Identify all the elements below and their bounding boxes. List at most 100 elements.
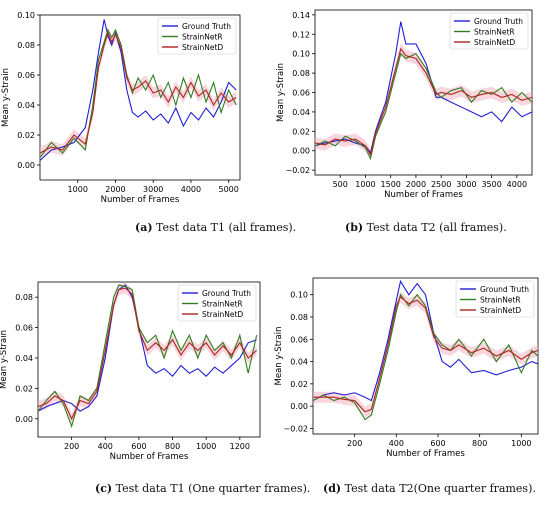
x-tick-label: 200 xyxy=(347,439,362,448)
x-axis-label: Number of Frames xyxy=(386,449,465,459)
legend-label-strainnetd: StrainNetD xyxy=(480,306,521,315)
series-ground-truth xyxy=(38,284,257,412)
x-tick-label: 600 xyxy=(430,439,445,448)
y-tick-label: 0.02 xyxy=(290,380,308,389)
x-tick-label: 500 xyxy=(333,180,348,189)
series-strainnetd xyxy=(315,47,532,157)
y-tick-label: 0.10 xyxy=(292,50,310,59)
legend-label-ground-truth: Ground Truth xyxy=(480,285,529,294)
y-tick-label: 0.02 xyxy=(292,127,310,136)
x-tick-label: 800 xyxy=(165,442,180,451)
y-tick-label: 0.04 xyxy=(292,108,310,117)
legend-label-strainnetr: StrainNetR xyxy=(474,27,515,36)
x-tick-label: 1000 xyxy=(68,185,88,194)
y-tick-label: 0.08 xyxy=(17,41,35,50)
y-axis-label: Mean y-Strain xyxy=(276,63,286,122)
y-tick-label: 0.10 xyxy=(290,291,308,300)
y-axis-label: Mean y-Strain xyxy=(0,330,9,389)
x-axis-label: Number of Frames xyxy=(101,195,180,205)
y-tick-label: 0.14 xyxy=(292,11,310,20)
x-tick-label: 1200 xyxy=(230,442,250,451)
y-tick-label: 0.02 xyxy=(15,384,33,393)
legend-label-strainnetr: StrainNetR xyxy=(480,295,521,304)
y-tick-label: 0.00 xyxy=(17,161,35,170)
x-tick-label: 800 xyxy=(472,439,487,448)
x-tick-label: 2000 xyxy=(105,185,125,194)
x-tick-label: 2500 xyxy=(431,180,451,189)
y-tick-label: 0.06 xyxy=(292,89,310,98)
x-axis-label: Number of Frames xyxy=(110,452,189,462)
legend-label-ground-truth: Ground Truth xyxy=(182,22,231,31)
y-tick-label: −0.02 xyxy=(285,166,310,175)
strainnetd-uncertainty-band xyxy=(38,282,257,425)
x-tick-label: 400 xyxy=(389,439,404,448)
x-tick-label: 3500 xyxy=(481,180,501,189)
y-tick-label: 0.00 xyxy=(290,402,308,411)
caption-a: (a) Test data T1 (all frames). xyxy=(135,221,297,234)
series-strainnetd xyxy=(40,31,237,154)
legend-label-strainnetd: StrainNetD xyxy=(182,43,223,52)
y-tick-label: 0.08 xyxy=(15,293,33,302)
y-axis-label: Mean y-Strain xyxy=(274,327,284,386)
y-tick-label: 0.08 xyxy=(290,313,308,322)
legend-label-ground-truth: Ground Truth xyxy=(474,17,523,26)
y-tick-label: 0.06 xyxy=(290,335,308,344)
x-tick-label: 3000 xyxy=(456,180,476,189)
legend-box xyxy=(449,12,529,50)
legend-label-strainnetr: StrainNetR xyxy=(182,32,223,41)
series-strainnetd xyxy=(313,296,538,413)
y-tick-label: 0.04 xyxy=(290,358,308,367)
x-tick-label: 5000 xyxy=(218,185,238,194)
x-tick-label: 4000 xyxy=(181,185,201,194)
series-strainnetr xyxy=(38,284,258,429)
y-tick-label: 0.00 xyxy=(15,415,33,424)
y-axis-label: Mean y-Strain xyxy=(1,68,11,127)
y-tick-label: 0.00 xyxy=(292,147,310,156)
series-ground-truth xyxy=(313,279,538,402)
chart-a: 1000 2000 3000 4000 5000 0.00 0.02 0.04 0.06 0.08… xyxy=(1,11,241,205)
chart-d: 200 400 600 800 1000 −0.02 0.00 0.02 0.04 0.06 0.0… xyxy=(274,277,539,459)
legend-label-strainnetr: StrainNetR xyxy=(202,299,243,308)
y-tick-label: −0.02 xyxy=(283,424,308,433)
series-strainnetr xyxy=(315,52,532,161)
caption-c: (c) Test data T1 (One quarter frames). xyxy=(95,482,311,495)
x-tick-label: 1500 xyxy=(381,180,401,189)
chart-b: 500 1000 1500 2000 2500 3000 3500 4000 −0.02 0.00… xyxy=(276,9,533,200)
y-tick-label: 0.04 xyxy=(15,354,33,363)
y-tick-label: 0.06 xyxy=(17,71,35,80)
caption-b: (b) Test data T2 (all frames). xyxy=(345,221,507,234)
y-tick-label: 0.04 xyxy=(17,101,35,110)
legend-box xyxy=(177,284,257,322)
legend-box xyxy=(455,280,535,318)
x-tick-label: 200 xyxy=(64,442,79,451)
series-strainnetr xyxy=(313,293,538,421)
legend-label-ground-truth: Ground Truth xyxy=(202,289,251,298)
caption-d: (d) Test data T2(One quarter frames). xyxy=(323,482,536,495)
legend-label-strainnetd: StrainNetD xyxy=(202,310,243,319)
x-tick-label: 400 xyxy=(98,442,113,451)
x-tick-label: 1000 xyxy=(511,439,531,448)
legend-box xyxy=(157,17,237,55)
y-tick-label: 0.12 xyxy=(292,30,310,39)
x-tick-label: 600 xyxy=(131,442,146,451)
series-ground-truth xyxy=(315,21,532,154)
y-tick-label: 0.10 xyxy=(17,11,35,20)
y-tick-label: 0.08 xyxy=(292,69,310,78)
x-tick-label: 1000 xyxy=(355,180,375,189)
x-axis-label: Number of Frames xyxy=(384,190,463,200)
chart-c: 200 400 600 800 1000 1200 0.00 0.02 0.04 0.06 0.08… xyxy=(0,281,261,462)
series-strainnetd xyxy=(38,287,258,421)
x-tick-label: 2000 xyxy=(406,180,426,189)
y-tick-label: 0.06 xyxy=(15,324,33,333)
x-tick-label: 1000 xyxy=(196,442,216,451)
strainnetd-uncertainty-band xyxy=(315,43,532,161)
series-ground-truth xyxy=(40,19,237,161)
x-tick-label: 4000 xyxy=(507,180,527,189)
x-tick-label: 3000 xyxy=(143,185,163,194)
legend-label-strainnetd: StrainNetD xyxy=(474,38,515,47)
